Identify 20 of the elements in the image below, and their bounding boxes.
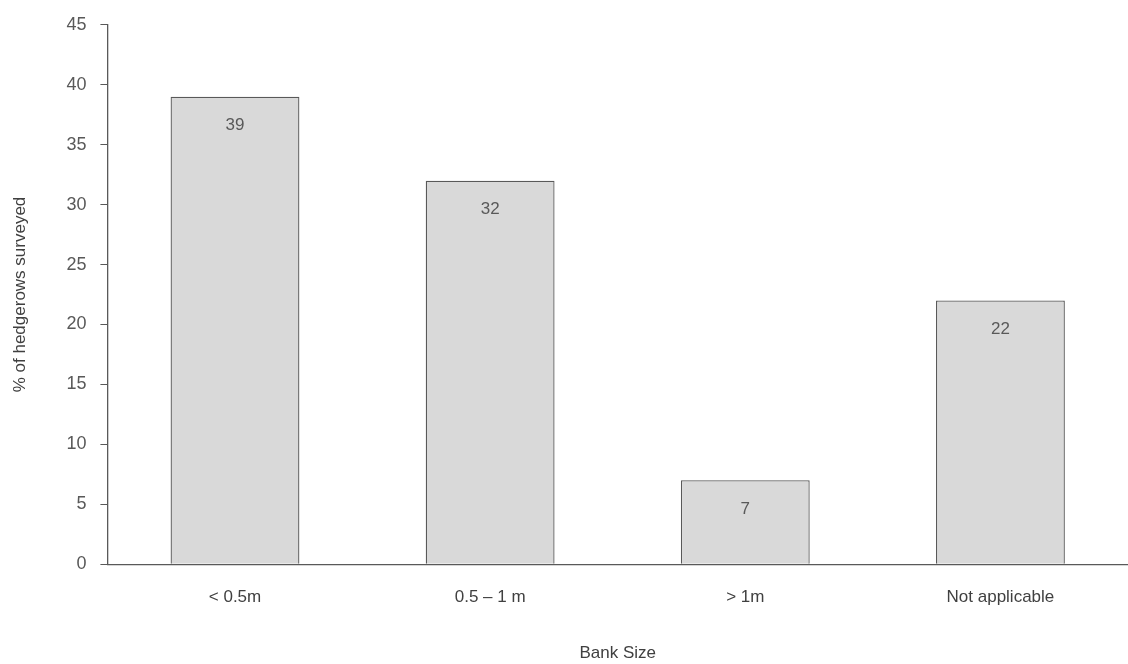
x-tick-label: Not applicable	[946, 587, 1055, 607]
y-tick-label: 10	[66, 433, 87, 454]
data-label: 7	[740, 498, 751, 518]
y-axis-title: % of hedgerows surveyed	[9, 196, 29, 393]
data-label: 22	[990, 319, 1010, 339]
x-axis-title: Bank Size	[579, 643, 656, 663]
y-tick-label: 40	[66, 73, 87, 94]
y-tick-label: 45	[66, 13, 87, 34]
x-tick-label: > 1m	[726, 587, 765, 607]
y-tick-label: 30	[66, 193, 87, 214]
y-tick-label: 25	[66, 253, 87, 274]
x-tick-label: < 0.5m	[208, 587, 262, 607]
y-tick-label: 5	[76, 493, 87, 514]
x-tick-label: 0.5 – 1 m	[454, 587, 526, 607]
y-tick-label: 35	[66, 133, 87, 154]
y-tick-label: 15	[66, 373, 87, 394]
y-tick-label: 0	[76, 553, 87, 574]
data-label: 39	[225, 115, 245, 135]
data-label: 32	[480, 199, 500, 219]
y-tick-label: 20	[66, 313, 87, 334]
